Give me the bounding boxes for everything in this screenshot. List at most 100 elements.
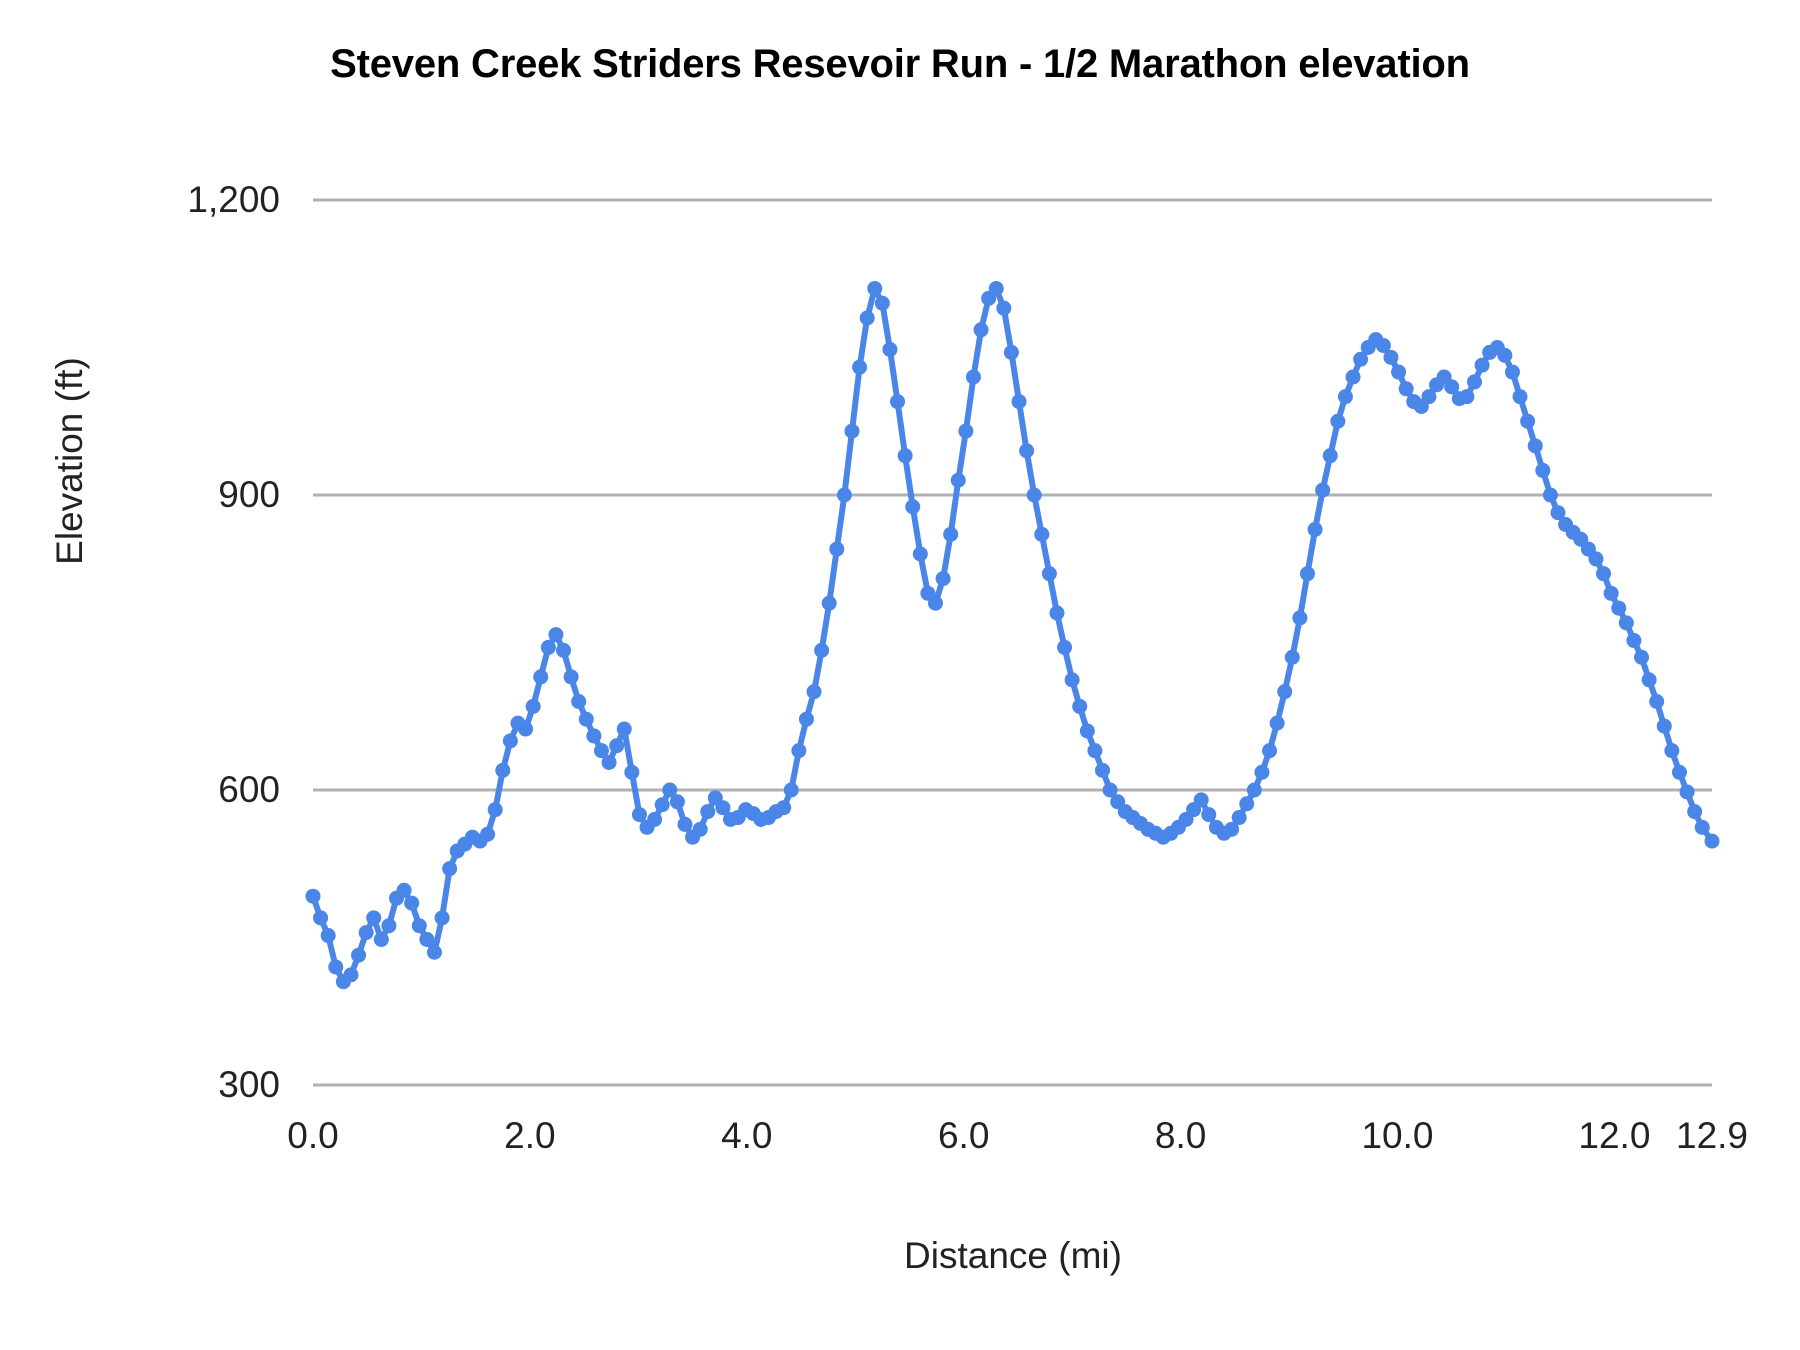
data-point[interactable] (495, 762, 511, 778)
data-point[interactable] (624, 764, 640, 780)
data-point[interactable] (525, 698, 541, 714)
data-point[interactable] (996, 300, 1012, 316)
data-point[interactable] (1307, 521, 1323, 537)
data-point[interactable] (1497, 347, 1513, 363)
data-point[interactable] (1656, 718, 1672, 734)
data-point[interactable] (328, 959, 344, 975)
data-point[interactable] (1201, 807, 1217, 823)
data-point[interactable] (715, 800, 731, 816)
data-point[interactable] (844, 423, 860, 439)
data-point[interactable] (480, 826, 496, 842)
data-point[interactable] (1102, 782, 1118, 798)
data-point[interactable] (396, 882, 412, 898)
data-point[interactable] (1284, 649, 1300, 665)
data-point[interactable] (578, 711, 594, 727)
data-point[interactable] (867, 281, 883, 296)
data-point[interactable] (798, 711, 814, 727)
data-point[interactable] (852, 359, 868, 375)
data-point[interactable] (1019, 443, 1035, 459)
data-point[interactable] (1694, 819, 1710, 835)
data-point[interactable] (426, 944, 442, 960)
data-point[interactable] (631, 807, 647, 823)
data-point[interactable] (1095, 762, 1111, 778)
data-point[interactable] (1337, 389, 1353, 405)
data-point[interactable] (1026, 487, 1042, 503)
data-point[interactable] (1345, 369, 1361, 385)
data-point[interactable] (1034, 526, 1050, 542)
data-point[interactable] (1444, 379, 1460, 395)
data-point[interactable] (571, 694, 587, 709)
data-point[interactable] (1087, 743, 1103, 759)
data-point[interactable] (1391, 364, 1407, 380)
data-point[interactable] (411, 918, 427, 934)
data-point[interactable] (882, 341, 898, 357)
data-point[interactable] (1375, 338, 1391, 354)
data-point[interactable] (1292, 610, 1308, 626)
data-point[interactable] (1679, 784, 1695, 800)
data-point[interactable] (487, 802, 503, 818)
data-point[interactable] (1231, 810, 1247, 826)
data-point[interactable] (434, 910, 450, 926)
data-point[interactable] (1398, 381, 1414, 397)
data-point[interactable] (1520, 413, 1536, 429)
data-point[interactable] (1626, 633, 1642, 649)
data-point[interactable] (502, 733, 518, 749)
data-point[interactable] (1664, 743, 1680, 759)
data-point[interactable] (791, 743, 807, 759)
data-point[interactable] (593, 743, 609, 759)
data-point[interactable] (859, 310, 875, 326)
data-point[interactable] (1474, 357, 1490, 373)
data-point[interactable] (890, 394, 906, 410)
data-point[interactable] (943, 526, 959, 542)
data-point[interactable] (1269, 715, 1285, 731)
data-point[interactable] (1315, 482, 1331, 498)
data-point[interactable] (1254, 764, 1270, 780)
data-point[interactable] (647, 812, 663, 827)
data-point[interactable] (381, 918, 397, 934)
data-point[interactable] (313, 910, 329, 926)
data-point[interactable] (548, 627, 564, 643)
data-point[interactable] (1330, 413, 1346, 429)
data-point[interactable] (692, 821, 708, 837)
data-point[interactable] (1421, 389, 1437, 405)
data-point[interactable] (806, 684, 822, 700)
data-point[interactable] (1193, 792, 1209, 808)
data-point[interactable] (897, 448, 913, 464)
data-point[interactable] (1011, 394, 1027, 410)
data-point[interactable] (1704, 833, 1720, 849)
data-point[interactable] (1079, 723, 1095, 739)
data-point[interactable] (965, 369, 981, 385)
data-point[interactable] (662, 782, 678, 798)
data-point[interactable] (609, 738, 625, 754)
data-point[interactable] (586, 728, 602, 744)
data-point[interactable] (1687, 804, 1703, 820)
data-point[interactable] (358, 925, 374, 941)
data-point[interactable] (419, 931, 435, 947)
data-point[interactable] (1535, 462, 1551, 478)
data-point[interactable] (1064, 672, 1080, 688)
data-point[interactable] (928, 595, 943, 611)
data-point[interactable] (988, 281, 1004, 296)
data-point[interactable] (351, 947, 367, 963)
data-point[interactable] (700, 804, 716, 820)
data-point[interactable] (1649, 694, 1665, 709)
data-point[interactable] (814, 642, 830, 658)
data-point[interactable] (950, 472, 966, 488)
data-point[interactable] (1072, 698, 1088, 714)
data-point[interactable] (563, 669, 579, 685)
data-point[interactable] (533, 669, 549, 685)
data-point[interactable] (1603, 585, 1619, 601)
data-point[interactable] (1527, 438, 1543, 454)
data-point[interactable] (935, 571, 951, 587)
data-point[interactable] (616, 721, 632, 737)
data-point[interactable] (442, 861, 458, 877)
data-point[interactable] (518, 721, 534, 737)
data-point[interactable] (1588, 551, 1604, 567)
data-point[interactable] (1383, 349, 1399, 365)
data-point[interactable] (1467, 374, 1482, 390)
data-point[interactable] (1671, 764, 1687, 780)
data-point[interactable] (373, 931, 389, 947)
data-point[interactable] (1353, 351, 1369, 367)
data-point[interactable] (540, 639, 556, 655)
data-point[interactable] (601, 754, 617, 770)
